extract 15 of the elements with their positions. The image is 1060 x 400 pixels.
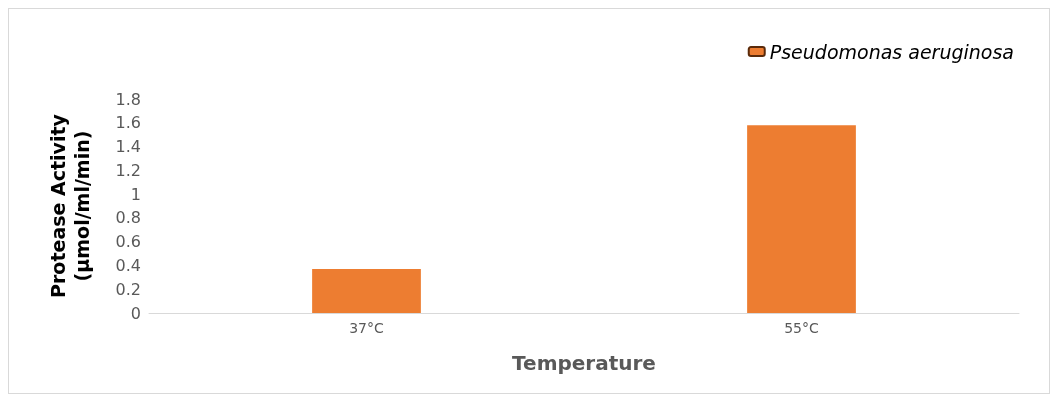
y-axis-title: Protease Activity (µmol/ml/min) (47, 113, 93, 298)
y-tick-label: 0.6 (115, 232, 141, 252)
y-tick-label: 0 (130, 303, 141, 323)
y-tick-label: 1 (130, 184, 141, 204)
y-tick-label: 1.4 (115, 137, 141, 157)
y-tick-label: 1.8 (115, 89, 141, 109)
y-tick-label: 0.2 (115, 279, 141, 299)
legend-label: Pseudomonas aeruginosa (769, 40, 1014, 63)
x-axis-title: Temperature (512, 351, 656, 375)
y-tick-label: 1.2 (115, 160, 141, 180)
y-tick-label: 0.4 (115, 255, 141, 275)
x-tick-label: 37°C (349, 320, 385, 336)
y-tick-label: 1.6 (115, 113, 141, 133)
x-tick-label: 55°C (784, 320, 820, 336)
y-tick-label: 0.8 (115, 208, 141, 228)
